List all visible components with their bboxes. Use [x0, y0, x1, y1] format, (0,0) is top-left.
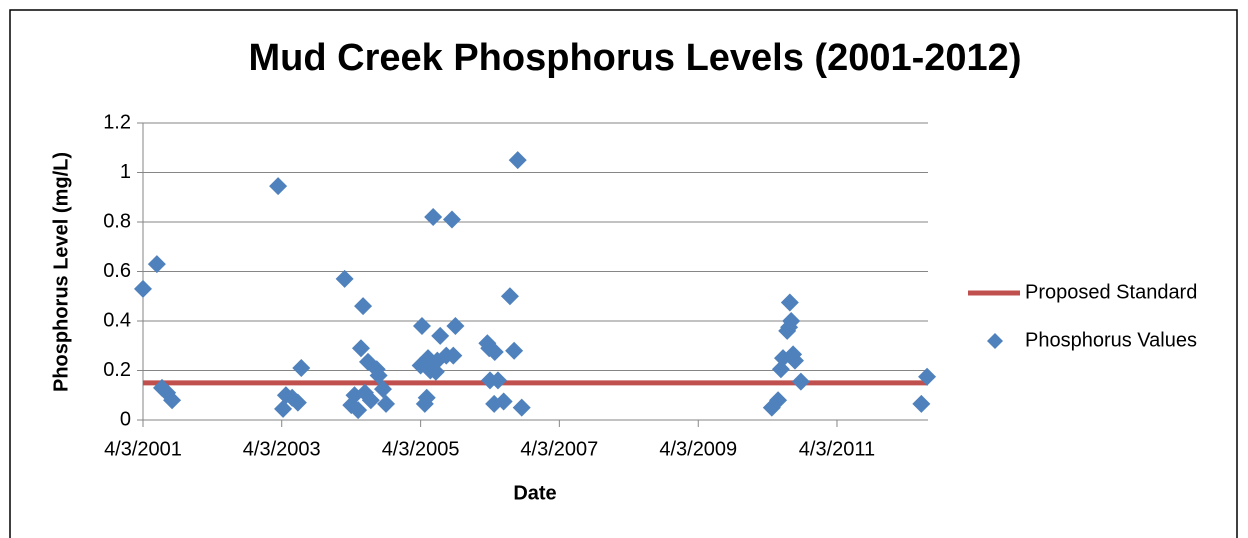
legend-label: Phosphorus Values	[1025, 329, 1197, 351]
data-point	[292, 359, 311, 378]
y-tick-label: 0.2	[103, 359, 131, 381]
x-tick-label: 4/3/2007	[520, 438, 598, 460]
data-point	[446, 316, 465, 335]
data-point	[424, 208, 443, 227]
data-point	[782, 312, 801, 330]
data-point	[444, 346, 463, 365]
data-point	[512, 398, 531, 417]
data-point	[494, 392, 513, 411]
y-tick-label: 0	[120, 408, 131, 430]
y-tick-label: 1.2	[103, 111, 131, 133]
data-point	[374, 380, 393, 399]
data-point	[351, 339, 370, 358]
data-point	[426, 362, 445, 381]
y-tick-label: 1	[120, 161, 131, 183]
data-point	[912, 394, 931, 413]
data-point	[500, 287, 519, 306]
x-axis-label: Date	[513, 482, 556, 504]
data-point	[274, 399, 293, 418]
data-point	[785, 351, 804, 370]
data-point	[354, 297, 373, 316]
data-point	[508, 151, 527, 170]
data-point	[335, 269, 354, 288]
data-point	[442, 210, 461, 229]
data-point	[163, 391, 182, 410]
data-point	[485, 342, 504, 361]
data-point	[771, 360, 790, 379]
data-point	[431, 326, 450, 345]
x-tick-label: 4/3/2009	[659, 438, 737, 460]
y-axis-label: Phosphorus Level (mg/L)	[50, 152, 72, 392]
data-point	[147, 255, 166, 274]
data-point	[488, 371, 507, 390]
chart-title: Mud Creek Phosphorus Levels (2001-2012)	[249, 37, 1022, 79]
legend-marker	[987, 333, 1003, 349]
x-tick-label: 4/3/2001	[104, 438, 182, 460]
data-point	[361, 391, 380, 410]
data-point	[377, 394, 396, 413]
x-tick-label: 4/3/2003	[243, 438, 321, 460]
data-point	[134, 279, 152, 298]
data-point	[505, 341, 524, 360]
x-tick-label: 4/3/2011	[799, 438, 875, 460]
data-point	[288, 393, 307, 412]
data-point	[780, 293, 799, 312]
y-tick-label: 0.8	[103, 210, 131, 232]
data-point	[412, 316, 431, 335]
y-tick-label: 0.6	[103, 260, 131, 282]
x-tick-label: 4/3/2005	[382, 438, 460, 460]
data-point	[269, 177, 288, 196]
chart-border	[9, 9, 1238, 538]
data-point	[369, 366, 388, 385]
data-point	[918, 367, 937, 386]
data-point	[349, 401, 368, 420]
data-point	[417, 388, 436, 407]
y-tick-label: 0.4	[103, 309, 131, 331]
legend-label: Proposed Standard	[1025, 281, 1197, 303]
data-point	[791, 372, 810, 391]
data-point	[769, 391, 788, 410]
